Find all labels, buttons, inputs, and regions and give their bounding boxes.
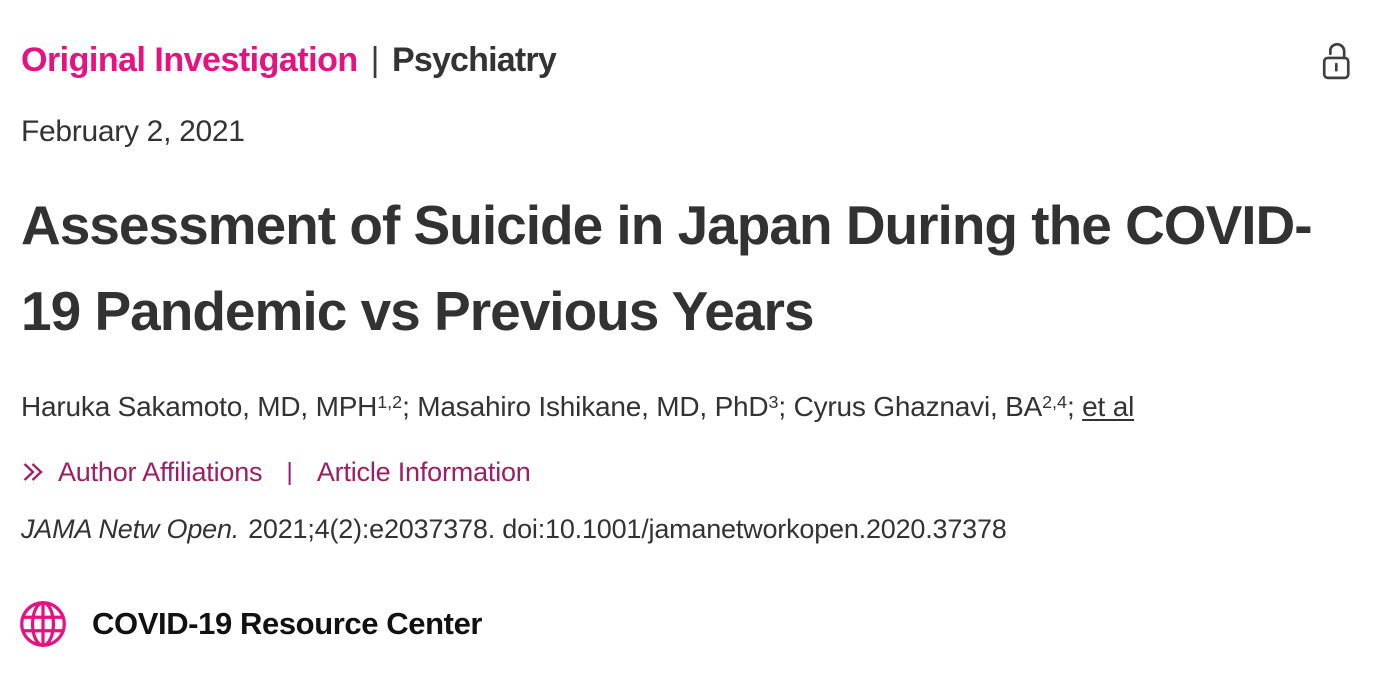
- author-separator: ;: [402, 390, 418, 422]
- author-affiliations-label: Author Affiliations: [58, 456, 263, 487]
- publish-date: February 2, 2021: [21, 115, 245, 149]
- subject-link[interactable]: Psychiatry: [391, 41, 557, 79]
- category-link[interactable]: Original Investigation: [21, 41, 358, 79]
- et-al-link[interactable]: et al: [1082, 390, 1135, 422]
- open-lock-icon: [1322, 42, 1350, 80]
- globe-icon: [20, 601, 66, 647]
- author-separator: ;: [1067, 390, 1083, 422]
- article-information-link[interactable]: Article Information: [317, 457, 531, 488]
- article-meta-links: Author Affiliations | Article Informatio…: [21, 457, 1352, 488]
- article-title: Assessment of Suicide in Japan During th…: [21, 194, 1313, 343]
- author-name: Cyrus Ghaznavi, BA: [793, 390, 1043, 422]
- citation-details: 2021;4(2):e2037378. doi:10.1001/jamanetw…: [248, 513, 1007, 544]
- author-separator: ;: [778, 390, 794, 422]
- article-information-label: Article Information: [316, 456, 531, 487]
- double-chevron-right-icon: [23, 463, 43, 482]
- author-affiliation-numbers: 2,4: [1042, 391, 1067, 412]
- covid-resource-center-link[interactable]: COVID-19 Resource Center: [18, 599, 482, 649]
- covid-resource-center-label: COVID-19 Resource Center: [92, 605, 483, 641]
- author-affiliations-link[interactable]: Author Affiliations: [21, 456, 263, 488]
- meta-links-divider: |: [286, 457, 293, 486]
- eyebrow-separator: |: [370, 41, 380, 79]
- author-affiliation-numbers: 3: [768, 391, 779, 412]
- author-name: Masahiro Ishikane, MD, PhD: [417, 390, 769, 422]
- journal-name: JAMA Netw Open.: [21, 513, 240, 544]
- author-name: Haruka Sakamoto, MD, MPH: [21, 390, 378, 422]
- open-access-indicator: [1319, 38, 1354, 83]
- author-affiliation-numbers: 1,2: [377, 391, 403, 412]
- citation: JAMA Netw Open. 2021;4(2):e2037378. doi:1…: [21, 514, 1352, 545]
- article-eyebrow: Original Investigation | Psychiatry: [21, 41, 1352, 79]
- author-byline: Haruka Sakamoto, MD, MPH1,2; Masahiro Is…: [21, 391, 1352, 423]
